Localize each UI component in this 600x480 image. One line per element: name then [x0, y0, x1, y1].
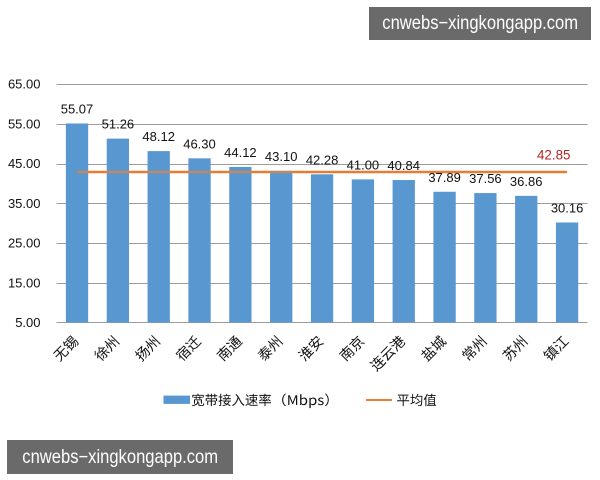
svg-text:15.00: 15.00 — [8, 275, 41, 290]
svg-text:40.84: 40.84 — [387, 158, 420, 173]
svg-text:5.00: 5.00 — [15, 315, 40, 330]
svg-text:65.00: 65.00 — [8, 77, 41, 92]
svg-text:30.16: 30.16 — [551, 200, 584, 215]
svg-text:44.12: 44.12 — [224, 145, 257, 160]
svg-text:25.00: 25.00 — [8, 236, 41, 251]
svg-text:36.86: 36.86 — [510, 174, 543, 189]
svg-text:51.26: 51.26 — [102, 117, 135, 132]
svg-text:37.56: 37.56 — [469, 171, 502, 186]
svg-text:55.07: 55.07 — [61, 101, 94, 116]
svg-text:41.00: 41.00 — [347, 157, 380, 172]
svg-text:42.28: 42.28 — [306, 152, 339, 167]
svg-text:37.89: 37.89 — [428, 170, 461, 185]
svg-text:48.12: 48.12 — [142, 129, 175, 144]
svg-text:45.00: 45.00 — [8, 156, 41, 171]
svg-text:43.10: 43.10 — [265, 149, 298, 164]
svg-text:55.00: 55.00 — [8, 116, 41, 131]
svg-text:35.00: 35.00 — [8, 196, 41, 211]
svg-text:42.85: 42.85 — [537, 147, 571, 162]
svg-text:46.30: 46.30 — [183, 136, 216, 151]
